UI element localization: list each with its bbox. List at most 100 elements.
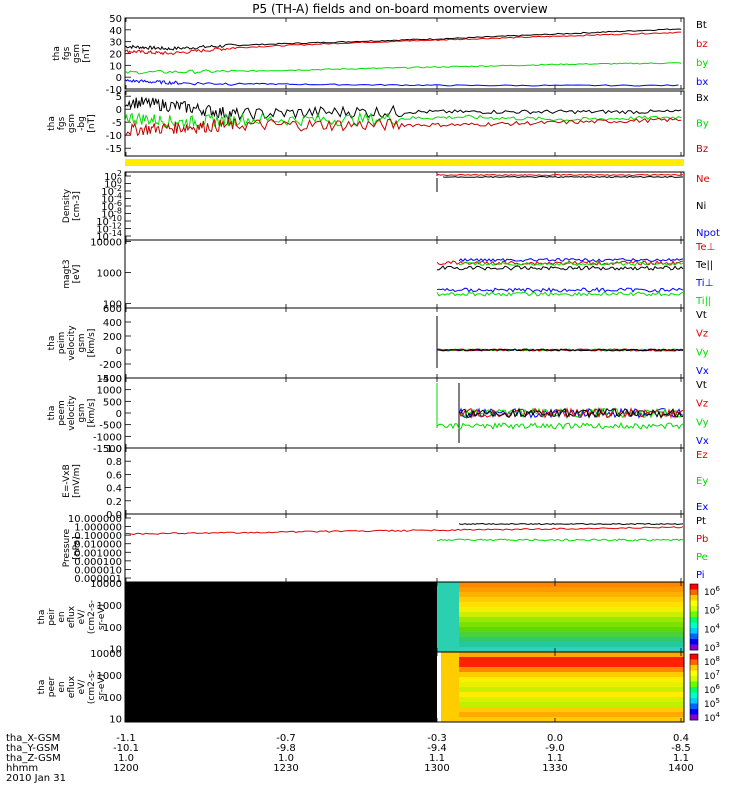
y-axis-label-line: en — [57, 681, 67, 692]
y-tick-label: -5 — [112, 118, 122, 129]
colorbar-label-base: 10 — [704, 644, 716, 654]
y-tick-label-exp: -8 — [114, 207, 122, 216]
series-Vy-early — [436, 421, 684, 431]
footer-value: 0.4 — [673, 733, 689, 744]
series-bx — [124, 79, 679, 87]
colorbar-cell — [690, 692, 698, 699]
y-axis-label-line: velocity — [67, 395, 77, 431]
y-axis-label-line: tha — [52, 46, 62, 61]
footer-value: -0.7 — [276, 733, 296, 744]
y-axis-label-line: [cm-3] — [72, 191, 82, 221]
y-axis-label-line: [nPa] — [72, 536, 82, 559]
colorbar-label-base: 10 — [704, 686, 716, 696]
y-tick-label: -1000 — [93, 432, 122, 443]
y-axis-label: tha peer en eflux eV/(cm2-s-sr-eV) — [37, 670, 107, 704]
y-tick-label: 100 — [103, 693, 122, 704]
legend-entry: Vy — [696, 347, 709, 358]
y-axis-label: tha peir en eflux eV/(cm2-s-sr-eV) — [37, 600, 107, 634]
colorbar-cell — [690, 670, 698, 677]
y-tick-label: 10-14 — [96, 229, 122, 243]
colorbar-label-base: 10 — [704, 588, 716, 598]
legend-entry: Vz — [696, 329, 708, 340]
colorbar-label: 105 — [704, 604, 720, 617]
y-tick-label: 0.000010 — [74, 565, 122, 576]
y-axis-label-line: -bg — [77, 116, 87, 131]
legend-entry: Vx — [696, 366, 709, 377]
colorbar-label: 104 — [704, 711, 720, 724]
series-Ti-par-tail — [459, 261, 684, 267]
y-tick-label: -10 — [106, 85, 122, 96]
y-axis-label-line: eflux — [67, 605, 77, 628]
colorbar-cell — [690, 687, 698, 693]
spectrogram-row — [459, 582, 684, 588]
colorbar-cell — [690, 628, 698, 634]
legend-entry: Ez — [696, 450, 708, 461]
y-tick-label: 0.001000 — [74, 548, 122, 559]
spectrogram-row — [459, 592, 684, 598]
y-tick-label-exp: -2 — [114, 184, 122, 193]
series-Bx — [124, 96, 682, 122]
y-axis-label-line: tha — [37, 680, 47, 695]
footer-value: -9.0 — [545, 743, 565, 754]
colorbar-cell — [690, 589, 698, 596]
colorbar-cell — [690, 654, 698, 660]
legend-entry: Ti|| — [695, 296, 711, 307]
footer-row-label: tha_Y-GSM — [6, 743, 59, 754]
y-axis-label-line: tha — [47, 336, 57, 351]
y-axis-label-line: (cm2-s- — [87, 670, 97, 704]
y-axis-label: Density [cm-3] — [62, 188, 82, 223]
colorbar-label-base: 10 — [704, 714, 716, 724]
panel-5: -400 -200 0 200 400 600 tha peim velocity gsm [km/… — [47, 304, 709, 385]
y-axis-label: tha fgs gsm [nT] — [52, 44, 92, 63]
y-tick-label: -15 — [106, 144, 122, 155]
legend-entry: Ey — [696, 476, 708, 487]
panel-frame — [124, 651, 685, 723]
spectrogram-row — [459, 717, 684, 723]
colorbar-label-exp: 5 — [715, 604, 719, 612]
spectrogram-edge — [437, 652, 441, 722]
y-tick-label: 0.000100 — [74, 557, 122, 568]
spectrogram-row — [459, 682, 684, 688]
y-tick-label: 10 — [109, 61, 122, 72]
y-tick-label: 0.000001 — [74, 574, 122, 585]
y-axis-label: Pressure [nPa] — [62, 528, 82, 567]
colorbar-label-exp: 7 — [715, 669, 719, 677]
footer-value: -8.5 — [671, 743, 691, 754]
y-tick-label: 0.100000 — [74, 531, 122, 542]
footer-value: 1300 — [424, 763, 449, 774]
colorbar-frame — [689, 583, 699, 651]
footer-value: 1330 — [542, 763, 567, 774]
y-tick-label: 500 — [103, 397, 122, 408]
y-tick-label: 0 — [116, 73, 122, 84]
y-axis-label-line: velocity — [67, 325, 77, 361]
figure-title: P5 (TH-A) fields and on-board moments ov… — [252, 2, 548, 16]
series-Ni — [442, 175, 684, 179]
y-axis-label-line: gsm — [77, 333, 87, 352]
y-tick-label: 5 — [116, 92, 122, 103]
colorbar-cell — [690, 676, 698, 682]
footer-value: -0.3 — [427, 733, 447, 744]
colorbar-frame — [689, 653, 699, 721]
spectrogram-row — [459, 647, 684, 653]
y-axis-label-line: [nT] — [82, 44, 92, 62]
y-axis-label-line: gsm — [77, 403, 87, 422]
colorbar-cell — [690, 665, 698, 671]
y-axis-label-line: en — [57, 611, 67, 622]
y-axis-label-line: [eV] — [72, 265, 82, 284]
y-axis-label-line: peer — [47, 676, 57, 697]
y-tick-label: 10-2 — [101, 184, 122, 198]
y-tick-label-base: 10 — [96, 217, 109, 228]
y-tick-label-base: 10 — [101, 195, 114, 206]
legend-entry: Pb — [696, 534, 708, 545]
spectrogram-row — [459, 687, 684, 693]
footer-value: 1.1 — [429, 753, 445, 764]
footer-value: 1.0 — [118, 753, 134, 764]
colorbar-cell — [690, 611, 698, 618]
status-bar — [125, 159, 684, 166]
colorbar-cell — [690, 606, 698, 612]
footer-row-label: 2010 Jan 31 — [6, 773, 66, 784]
panel-frame — [124, 90, 685, 157]
legend-entry: Vt — [696, 380, 707, 391]
